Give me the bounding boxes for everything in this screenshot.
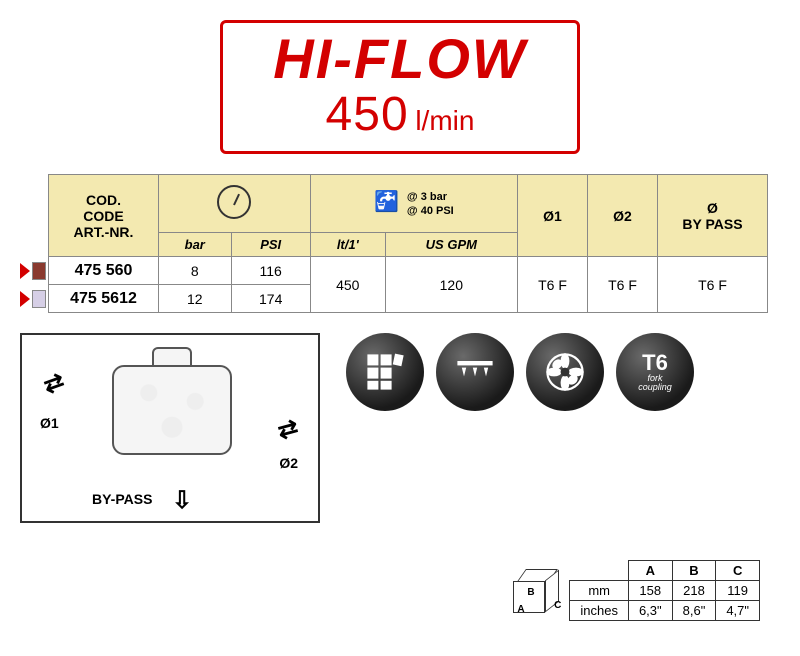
col-d2: Ø2 (588, 175, 658, 257)
label: C (554, 600, 561, 611)
port-diagram: ⇄ Ø1 ⇄ Ø2 BY-PASS ⇩ (20, 333, 320, 523)
col-bypass: Ø BY PASS (658, 175, 768, 257)
label: ART.-NR. (55, 224, 152, 240)
cell-bypass: T6 F (658, 257, 768, 313)
dim-col: B (672, 561, 716, 581)
variant-color-swatch (32, 262, 46, 280)
flow-conditions: @ 3 bar @ 40 PSI (407, 191, 454, 217)
label: Ø (664, 200, 761, 216)
feature-icons: T6 fork coupling (346, 333, 694, 411)
label-d2: Ø2 (279, 455, 298, 471)
cell-gpm: 120 (385, 257, 517, 313)
dimensions-block: A B C A B C mm 158 218 119 inches 6,3" 8… (513, 560, 760, 621)
cell-d1: T6 F (518, 257, 588, 313)
bottom-row: ⇄ Ø1 ⇄ Ø2 BY-PASS ⇩ T6 fork coupling (20, 333, 780, 523)
dim-col: A (628, 561, 672, 581)
col-code: COD. CODE ART.-NR. (49, 175, 159, 257)
tap-icon: 🚰 (374, 191, 399, 213)
dim-val: 6,3" (628, 601, 672, 621)
table-row: inches 6,3" 8,6" 4,7" (570, 601, 760, 621)
triangle-marker-icon (20, 291, 30, 307)
dim-val: 4,7" (716, 601, 760, 621)
cell-bar: 12 (159, 285, 232, 313)
t6-coupling-icon: T6 fork coupling (616, 333, 694, 411)
label: A (517, 604, 524, 615)
label-d1: Ø1 (40, 415, 59, 431)
spec-table-wrap: COD. CODE ART.-NR. 🚰 @ 3 bar @ 40 PSI Ø1… (20, 174, 780, 313)
sub-lt: lt/1' (310, 233, 385, 257)
sub-bar: bar (159, 233, 232, 257)
cell-psi: 174 (231, 285, 310, 313)
label: T6 (642, 352, 668, 374)
dim-val: 218 (672, 581, 716, 601)
cell-d2: T6 F (588, 257, 658, 313)
pump-drawing (112, 365, 232, 455)
label: COD. (55, 192, 152, 208)
dim-val: 158 (628, 581, 672, 601)
label: @ 3 bar (407, 191, 454, 204)
label: @ 40 PSI (407, 205, 454, 218)
label-bypass: BY-PASS (92, 491, 152, 507)
variant-color-swatch (32, 290, 46, 308)
fan-icon (526, 333, 604, 411)
row-marker (20, 257, 48, 285)
col-flow: 🚰 @ 3 bar @ 40 PSI (310, 175, 517, 233)
box-cube-icon: A B C (513, 567, 561, 615)
cell-code: 475 5612 (49, 285, 159, 313)
dim-val: 119 (716, 581, 760, 601)
triangle-marker-icon (20, 263, 30, 279)
flow-rate-unit: l/min (415, 105, 474, 136)
table-row: 475 560 8 116 450 120 T6 F T6 F T6 F (49, 257, 768, 285)
gauge-icon (217, 185, 251, 219)
col-d1: Ø1 (518, 175, 588, 257)
cell-code: 475 560 (49, 257, 159, 285)
product-title: HI-FLOW (243, 31, 557, 87)
label: coupling (638, 383, 672, 392)
label: B (527, 587, 534, 598)
col-pressure (159, 175, 311, 233)
spec-table: COD. CODE ART.-NR. 🚰 @ 3 bar @ 40 PSI Ø1… (48, 174, 768, 313)
dim-unit: inches (570, 601, 629, 621)
dimensions-table: A B C mm 158 218 119 inches 6,3" 8,6" 4,… (569, 560, 760, 621)
cell-bar: 8 (159, 257, 232, 285)
dim-val: 8,6" (672, 601, 716, 621)
sections-icon (346, 333, 424, 411)
flow-rate-value: 450 (326, 88, 409, 141)
sub-psi: PSI (231, 233, 310, 257)
dim-col: C (716, 561, 760, 581)
cell-psi: 116 (231, 257, 310, 285)
product-title-box: HI-FLOW 450 l/min (220, 20, 580, 154)
row-marker (20, 285, 48, 313)
label: CODE (55, 208, 152, 224)
sub-gpm: US GPM (385, 233, 517, 257)
arrow-icon: ⇄ (274, 413, 301, 446)
product-flow-rate: 450 l/min (243, 91, 557, 139)
cell-lt: 450 (310, 257, 385, 313)
table-row: mm 158 218 119 (570, 581, 760, 601)
row-markers (20, 174, 48, 313)
boom-icon (436, 333, 514, 411)
arrow-icon: ⇄ (40, 366, 69, 400)
arrow-down-icon: ⇩ (172, 486, 192, 515)
label: BY PASS (664, 216, 761, 232)
dim-unit: mm (570, 581, 629, 601)
